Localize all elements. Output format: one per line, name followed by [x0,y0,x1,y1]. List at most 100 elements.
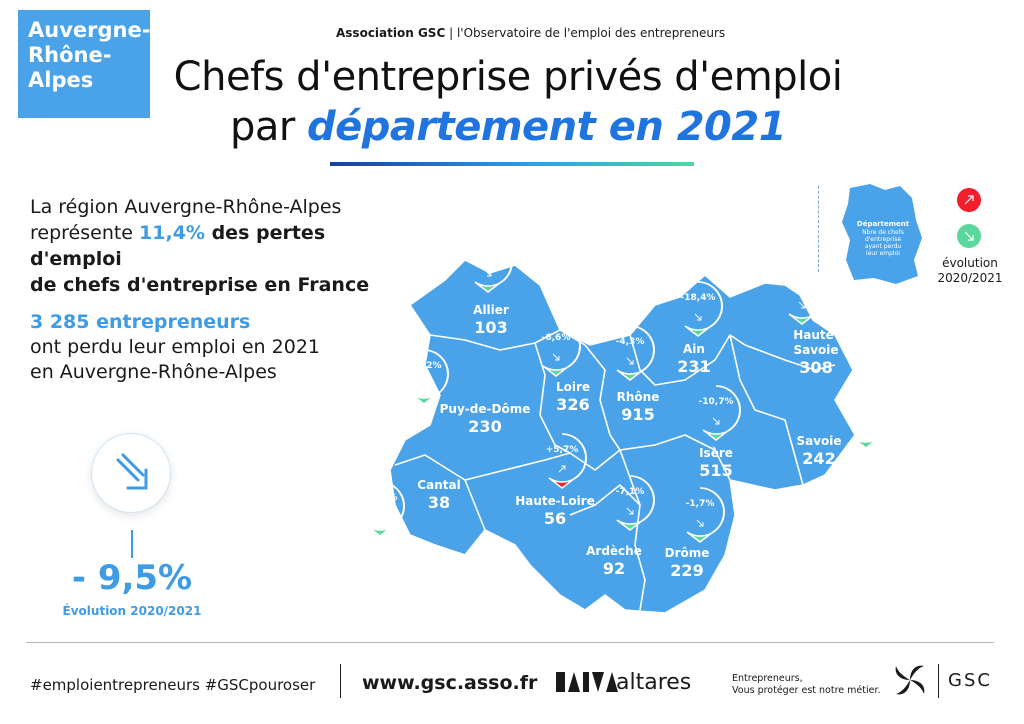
dept-label-cantal: Cantal 38 [414,478,464,513]
dept-name: Rhône [616,390,660,404]
pin-ardeche: -7,1% [604,474,656,532]
border-drome [619,449,641,506]
intro-text: La région Auvergne-Rhône-Alpes représent… [30,194,410,298]
pin-isere: -10,7% [690,384,742,442]
dept-label-haute-savoie: Haute- Savoie 308 [786,328,846,378]
gsc-separator [938,664,939,698]
pin-value: -16,5% [784,281,820,291]
pin-value: -6,6% [541,333,571,343]
border-allier [429,329,561,351]
evolution-label: Évolution 2020/2021 [62,604,202,618]
dept-label-loire: Loire 326 [548,380,598,415]
pin-value: +5,7% [545,445,579,455]
pin-value: -7,1% [615,487,645,497]
legend-desc-4: leur emploi [866,250,900,257]
evolution-value: - 9,5% [71,558,193,598]
dept-count: 38 [427,493,451,512]
legend-department-shape [842,184,922,284]
website-link[interactable]: www.gsc.asso.fr [362,672,538,694]
page-title-line2: par département en 2021 [168,104,848,150]
border-loire-west [534,342,571,454]
dept-label-haute-loire: Haute-Loire 56 [512,494,598,529]
pin-savoie: -12,0% [840,392,892,450]
pin-allier: -13,4% [462,236,514,294]
pin-value: -1,7% [685,499,715,509]
pin-value: -13,4% [470,249,506,259]
legend-evo-line1: évolution [942,256,998,270]
footer-tagline: Entrepreneurs, Vous protéger est notre m… [732,673,881,697]
association-name: Association GSC [336,26,446,40]
legend-desc-3: ayant perdu [864,243,902,250]
intro-line2-suffix: des pertes d'emploi [30,222,326,270]
dept-name: Puy-de-Dôme [439,402,531,416]
border-haute-savoie [744,344,836,371]
observatoire-label: | l'Observatoire de l'emploi des entrepr… [449,26,726,40]
dept-name: Haute- Savoie [793,328,839,357]
dept-label-puy-de-dome: Puy-de-Dôme 230 [438,402,532,437]
dept-count: 915 [621,405,655,424]
legend-evolution-label: évolution 2020/2021 [930,256,1010,286]
pin-drome: -1,7% [674,486,726,544]
title-underline [330,162,694,166]
dept-count: 56 [543,509,567,528]
legend-title: Département [856,220,910,228]
legend-divider [818,186,819,272]
border-cantal [394,454,486,531]
pin-value: -12,0% [848,405,884,415]
legend-evo-line2: 2020/2021 [937,271,1003,285]
pin-haute-loire: +5,7% [536,432,588,490]
dept-count: 308 [799,358,833,377]
dept-count: 515 [699,461,733,480]
pin-value: -4,3% [615,337,645,347]
pin-rhone: -4,3% [604,324,656,382]
dept-count: 103 [474,318,508,337]
altares-name: altares [616,670,692,695]
intro-line2: représente 11,4% des pertes d'emploi [30,220,410,272]
region-badge-line2: Rhône- [28,43,112,67]
pin-value: -10,7% [698,397,734,407]
pin-haute-savoie: -16,5% [776,268,828,326]
dept-label-isere: Isère 515 [690,446,742,481]
dept-name: Ain [683,342,705,356]
border-haute-loire [464,449,621,481]
tagline-line1: Entrepreneurs, [732,673,803,684]
region-badge-line1: Auvergne- [28,18,151,42]
tagline-line2: Vous protéger est notre métier. [732,685,881,696]
footer-separator [340,664,341,698]
region-badge: Auvergne- Rhône- Alpes [18,10,150,118]
dept-name: Cantal [417,478,461,492]
lost-headline: 3 285 entrepreneurs [30,311,251,333]
pin-value: -29,6% [362,493,398,503]
title-highlight: département en 2021 [307,104,787,150]
dept-name: Haute-Loire [515,494,595,508]
intro-percentage: 11,4% [139,222,205,244]
dept-label-allier: Allier 103 [466,303,516,338]
dept-name: Ardèche [586,544,642,558]
footer-divider [26,642,994,643]
dept-count: 231 [677,357,711,376]
dept-label-rhone: Rhône 915 [610,390,666,425]
pin-ain: -18,4% [672,280,724,338]
region-badge-line3: Alpes [28,68,94,92]
legend-desc-1: Nbre de chefs [862,229,904,236]
dept-label-drome: Drôme 229 [660,546,714,581]
dept-count: 92 [602,559,626,578]
footer-hashtags: #emploientrepreneurs #GSCpouroser [30,676,316,694]
border-isere-savoie [729,334,804,486]
gsc-wordmark: GSC [948,670,992,691]
dept-name: Loire [555,380,591,394]
pin-cantal: -29,6% [354,480,406,538]
dept-label-ain: Ain 231 [672,342,716,377]
header-association: Association GSC | l'Observatoire de l'em… [336,26,725,40]
dept-count: 242 [802,449,836,468]
dept-name: Isère [699,446,733,460]
legend-text: Département Nbre de chefs d'entreprise a… [851,220,915,258]
dept-name: Savoie [796,434,842,448]
dept-count: 326 [556,395,590,414]
legend-down-icon [957,224,981,248]
page-title-line1: Chefs d'entreprise privés d'emploi [173,54,843,100]
pin-puy-de-dome: -12,2% [398,348,450,406]
dept-count: 229 [670,561,704,580]
intro-line1: La région Auvergne-Rhône-Alpes [30,196,342,218]
intro-line2-prefix: représente [30,222,140,244]
